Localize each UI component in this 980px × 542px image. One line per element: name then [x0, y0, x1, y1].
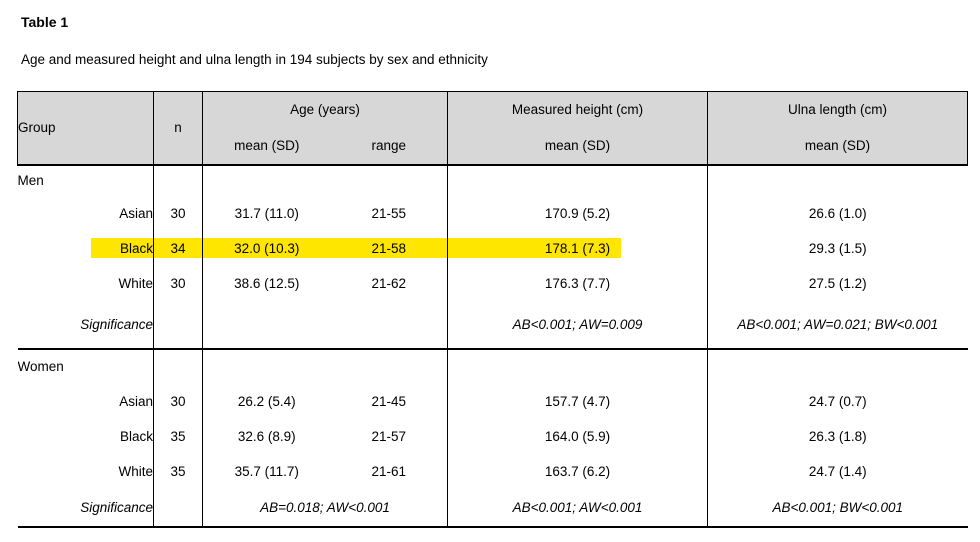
cell-n: 30	[153, 383, 203, 419]
cell-height-mean: 163.7 (6.2)	[447, 453, 708, 489]
cell-ulna-mean: 29.3 (1.5)	[808, 240, 867, 256]
cell-n: 35	[153, 453, 203, 489]
header-age-group: Age (years)	[202, 91, 448, 128]
table-row: White 30 38.6 (12.5) 21-62 176.3 (7.7) 2…	[17, 265, 968, 301]
table-row-highlighted: Black 34 32.0 (10.3) 21-58 178.1 (7.3) 2…	[17, 230, 968, 266]
significance-row-men: Significance AB<0.001; AW=0.009 AB<0.001…	[17, 300, 968, 349]
cell-ulna-mean: 27.5 (1.2)	[808, 275, 867, 291]
cell-ulna-significance: AB<0.001; BW<0.001	[707, 488, 968, 528]
header-ulna-group: Ulna length (cm)	[707, 91, 968, 128]
header-n: n	[153, 91, 203, 165]
cell-height-mean: 164.0 (5.9)	[447, 418, 708, 454]
cell-age-range: 21-61	[330, 453, 448, 489]
cell-group: White	[17, 453, 154, 489]
cell-height-significance: AB<0.001; AW=0.009	[447, 300, 708, 349]
cell-age-range: 21-55	[330, 195, 448, 231]
table-header: Group n Age (years) Measured height (cm)…	[17, 91, 968, 165]
cell-height-mean: 170.9 (5.2)	[447, 195, 708, 231]
header-age-range: range	[330, 127, 448, 165]
cell-ulna-mean: 24.7 (0.7)	[808, 393, 867, 409]
cell-age-range: 21-57	[330, 418, 448, 454]
table-caption: Age and measured height and ulna length …	[21, 52, 488, 67]
table-title: Table 1	[21, 14, 69, 30]
cell-height-significance: AB<0.001; AW<0.001	[447, 488, 708, 528]
header-row-groups: Group n Age (years) Measured height (cm)…	[17, 91, 968, 165]
header-height-group: Measured height (cm)	[447, 91, 708, 128]
table-row: Black 35 32.6 (8.9) 21-57 164.0 (5.9) 26…	[17, 418, 968, 454]
cell-age-mean: 38.6 (12.5)	[234, 275, 300, 291]
cell-age-range: 21-62	[330, 265, 448, 301]
cell-height-mean: 157.7 (4.7)	[447, 383, 708, 419]
section-label: Men	[17, 163, 154, 196]
section-label-row-women: Women	[17, 347, 968, 384]
cell-ulna-mean: 24.7 (1.4)	[808, 463, 867, 479]
cell-age-mean: 31.7 (11.0)	[234, 205, 299, 221]
table-row: Asian 30 26.2 (5.4) 21-45 157.7 (4.7) 24…	[17, 383, 968, 419]
document-page: Table 1 Age and measured height and ulna…	[17, 14, 968, 528]
cell-age-mean: 32.0 (10.3)	[202, 230, 331, 266]
cell-ulna-mean: 26.6 (1.0)	[808, 205, 867, 221]
cell-n: 30	[153, 195, 203, 231]
cell-group: Black	[17, 418, 154, 454]
cell-height-mean: 176.3 (7.7)	[447, 265, 708, 301]
cell-age-mean: 35.7 (11.7)	[234, 463, 299, 479]
section-label-row-men: Men	[17, 163, 968, 196]
table-row: Asian 30 31.7 (11.0) 21-55 170.9 (5.2) 2…	[17, 195, 968, 231]
cell-age-range: 21-58	[330, 230, 448, 266]
cell-group: Asian	[17, 383, 154, 419]
cell-n: 34	[153, 230, 203, 266]
cell-n: 30	[153, 265, 203, 301]
section-label: Women	[17, 347, 154, 384]
header-row-subs: mean (SD) range mean (SD) mean (SD)	[18, 127, 968, 165]
significance-label: Significance	[17, 300, 154, 349]
cell-age-significance: AB=0.018; AW<0.001	[202, 488, 448, 528]
data-table: Group n Age (years) Measured height (cm)…	[17, 91, 968, 528]
cell-group: Asian	[17, 195, 154, 231]
cell-age-significance	[202, 300, 448, 349]
cell-age-range: 21-45	[330, 383, 448, 419]
cell-n: 35	[153, 418, 203, 454]
header-group: Group	[17, 91, 154, 165]
cell-ulna-significance: AB<0.001; AW=0.021; BW<0.001	[737, 316, 939, 332]
cell-height-mean: 178.1 (7.3)	[447, 230, 708, 266]
table-row: White 35 35.7 (11.7) 21-61 163.7 (6.2) 2…	[17, 453, 968, 489]
cell-group: Black	[17, 230, 154, 266]
significance-label: Significance	[17, 488, 154, 528]
significance-row-women: Significance AB=0.018; AW<0.001 AB<0.001…	[17, 488, 968, 528]
cell-age-mean: 32.6 (8.9)	[237, 428, 296, 444]
table-body: Men Asian 30 31.7 (11.0) 21-55 170.9 (5.…	[17, 163, 968, 528]
cell-group: White	[17, 265, 154, 301]
header-ulna-mean: mean (SD)	[707, 127, 968, 165]
header-height-mean: mean (SD)	[447, 127, 708, 165]
cell-ulna-mean: 26.3 (1.8)	[808, 428, 867, 444]
cell-age-mean: 26.2 (5.4)	[237, 393, 296, 409]
header-age-mean: mean (SD)	[202, 127, 331, 165]
